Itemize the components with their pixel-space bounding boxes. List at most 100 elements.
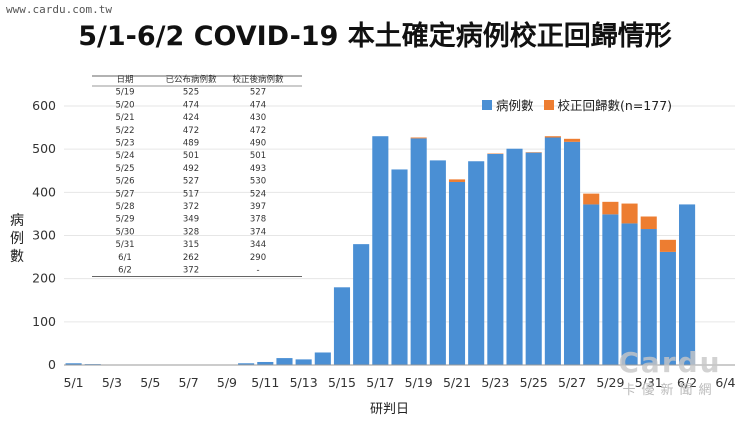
legend-label-corrected: 校正回歸數(n=177) xyxy=(557,98,673,113)
legend: 病例數 校正回歸數(n=177) xyxy=(482,95,672,114)
bar-cases xyxy=(640,229,657,365)
y-tick-label: 100 xyxy=(32,314,56,329)
watermark-logo: Cardu xyxy=(618,346,722,379)
x-tick-label: 5/15 xyxy=(328,375,356,390)
table-cell: 5/26 xyxy=(115,177,134,187)
bar-corrected xyxy=(448,179,466,182)
bar-cases xyxy=(544,137,561,365)
table-cell: 5/19 xyxy=(115,88,134,98)
x-tick-label: 5/29 xyxy=(596,375,624,390)
x-tick-label: 5/27 xyxy=(558,375,586,390)
bar-cases xyxy=(429,160,446,365)
bar-corrected xyxy=(563,138,581,142)
x-tick-label: 5/11 xyxy=(251,375,279,390)
table-cell: 474 xyxy=(183,100,199,110)
y-tick-label: 500 xyxy=(32,141,56,156)
x-tick-label: 5/1 xyxy=(64,375,84,390)
bar-cases xyxy=(487,153,504,365)
bar-cases xyxy=(372,136,389,365)
x-tick-label: 5/23 xyxy=(481,375,509,390)
table-cell: 424 xyxy=(183,113,199,123)
bar-cases xyxy=(506,148,523,365)
table-cell: 6/2 xyxy=(118,266,132,276)
table-cell: 290 xyxy=(250,253,266,263)
y-tick-label: 200 xyxy=(32,271,56,286)
table-cell: 501 xyxy=(250,151,266,161)
table-cell: 5/21 xyxy=(115,113,134,123)
legend-entry-cases: 病例數 xyxy=(482,95,534,114)
x-tick-label: 5/7 xyxy=(179,375,199,390)
table-cell: 372 xyxy=(183,202,199,212)
x-tick-label: 5/5 xyxy=(140,375,160,390)
table-cell: 517 xyxy=(183,189,199,199)
table-cell: 6/1 xyxy=(118,253,132,263)
legend-swatch-corrected xyxy=(543,99,554,110)
bar-cases xyxy=(410,138,427,365)
y-tick-label: 600 xyxy=(32,98,56,113)
bar-cases xyxy=(468,161,485,365)
table-cell: 492 xyxy=(183,164,199,174)
table-cell: 262 xyxy=(183,253,199,263)
bar-cases xyxy=(353,244,370,365)
y-axis-label: 病例數 xyxy=(10,213,24,265)
bar-cases xyxy=(391,169,408,365)
x-tick-label: 5/3 xyxy=(102,375,122,390)
table-cell: 493 xyxy=(250,164,266,174)
table-cell: 5/27 xyxy=(115,189,134,199)
bar-cases xyxy=(679,204,696,365)
bar-cases xyxy=(659,251,676,365)
bar-corrected xyxy=(659,239,676,252)
table-cell: 378 xyxy=(250,215,266,225)
x-tick-label: 5/19 xyxy=(405,375,433,390)
x-axis-label: 研判日 xyxy=(370,402,410,417)
table-cell: 5/31 xyxy=(115,240,134,250)
table-cell: 501 xyxy=(183,151,199,161)
legend-entry-corrected: 校正回歸數(n=177) xyxy=(543,95,673,114)
site-watermark: www.cardu.com.tw xyxy=(6,3,112,16)
x-tick-label: 5/13 xyxy=(290,375,318,390)
bar-cases xyxy=(621,223,638,365)
bar-cases xyxy=(257,361,274,365)
table-cell: 489 xyxy=(183,139,199,149)
table-cell: 5/22 xyxy=(115,126,134,136)
table-cell: 5/28 xyxy=(115,202,134,212)
table-cell: 5/29 xyxy=(115,215,134,225)
bar-cases xyxy=(333,287,351,365)
table-cell: 527 xyxy=(183,177,199,187)
table-cell: 328 xyxy=(183,227,199,237)
bar-corrected xyxy=(410,137,427,139)
table-cell: 374 xyxy=(250,227,266,237)
x-tick-label: 5/17 xyxy=(366,375,394,390)
table-header-cell: 已公布病例數 xyxy=(165,74,217,85)
x-tick-label: 5/31 xyxy=(635,375,663,390)
x-tick-label: 6/4 xyxy=(715,375,735,390)
data-table: 日期 已公布病例數 校正後病例數 5/19 525 527 5/20 474 474 5/21 42… xyxy=(92,74,302,277)
table-cell: 5/24 xyxy=(115,151,134,161)
table-cell: 530 xyxy=(250,177,266,187)
bar-cases xyxy=(314,352,331,365)
table-cell: 430 xyxy=(250,113,266,123)
bar-cases xyxy=(295,359,312,365)
table-cell: 397 xyxy=(250,202,266,212)
bar-corrected xyxy=(602,201,619,215)
brand-watermark: Cardu 卡優新聞網 xyxy=(600,346,740,398)
table-cell: 5/23 xyxy=(115,139,134,149)
table-header-cell: 日期 xyxy=(116,75,133,85)
table-cell: 490 xyxy=(250,139,266,149)
bar-cases xyxy=(525,152,542,365)
table-cell: 372 xyxy=(183,266,199,276)
table-header-cell: 校正後病例數 xyxy=(232,74,284,85)
table-cell: 344 xyxy=(250,240,266,250)
bar-cases xyxy=(448,181,466,365)
table-cell: 5/25 xyxy=(115,164,134,174)
y-tick-label: 400 xyxy=(32,184,56,199)
legend-swatch-cases xyxy=(482,99,492,110)
table-cell: 5/20 xyxy=(115,100,134,110)
x-tick-label: 5/9 xyxy=(217,375,237,390)
bar-corrected xyxy=(621,203,638,224)
bar-corrected xyxy=(640,216,657,230)
table-cell: 474 xyxy=(250,100,266,110)
y-tick-label: 300 xyxy=(32,228,56,243)
table-cell: 472 xyxy=(183,126,199,136)
